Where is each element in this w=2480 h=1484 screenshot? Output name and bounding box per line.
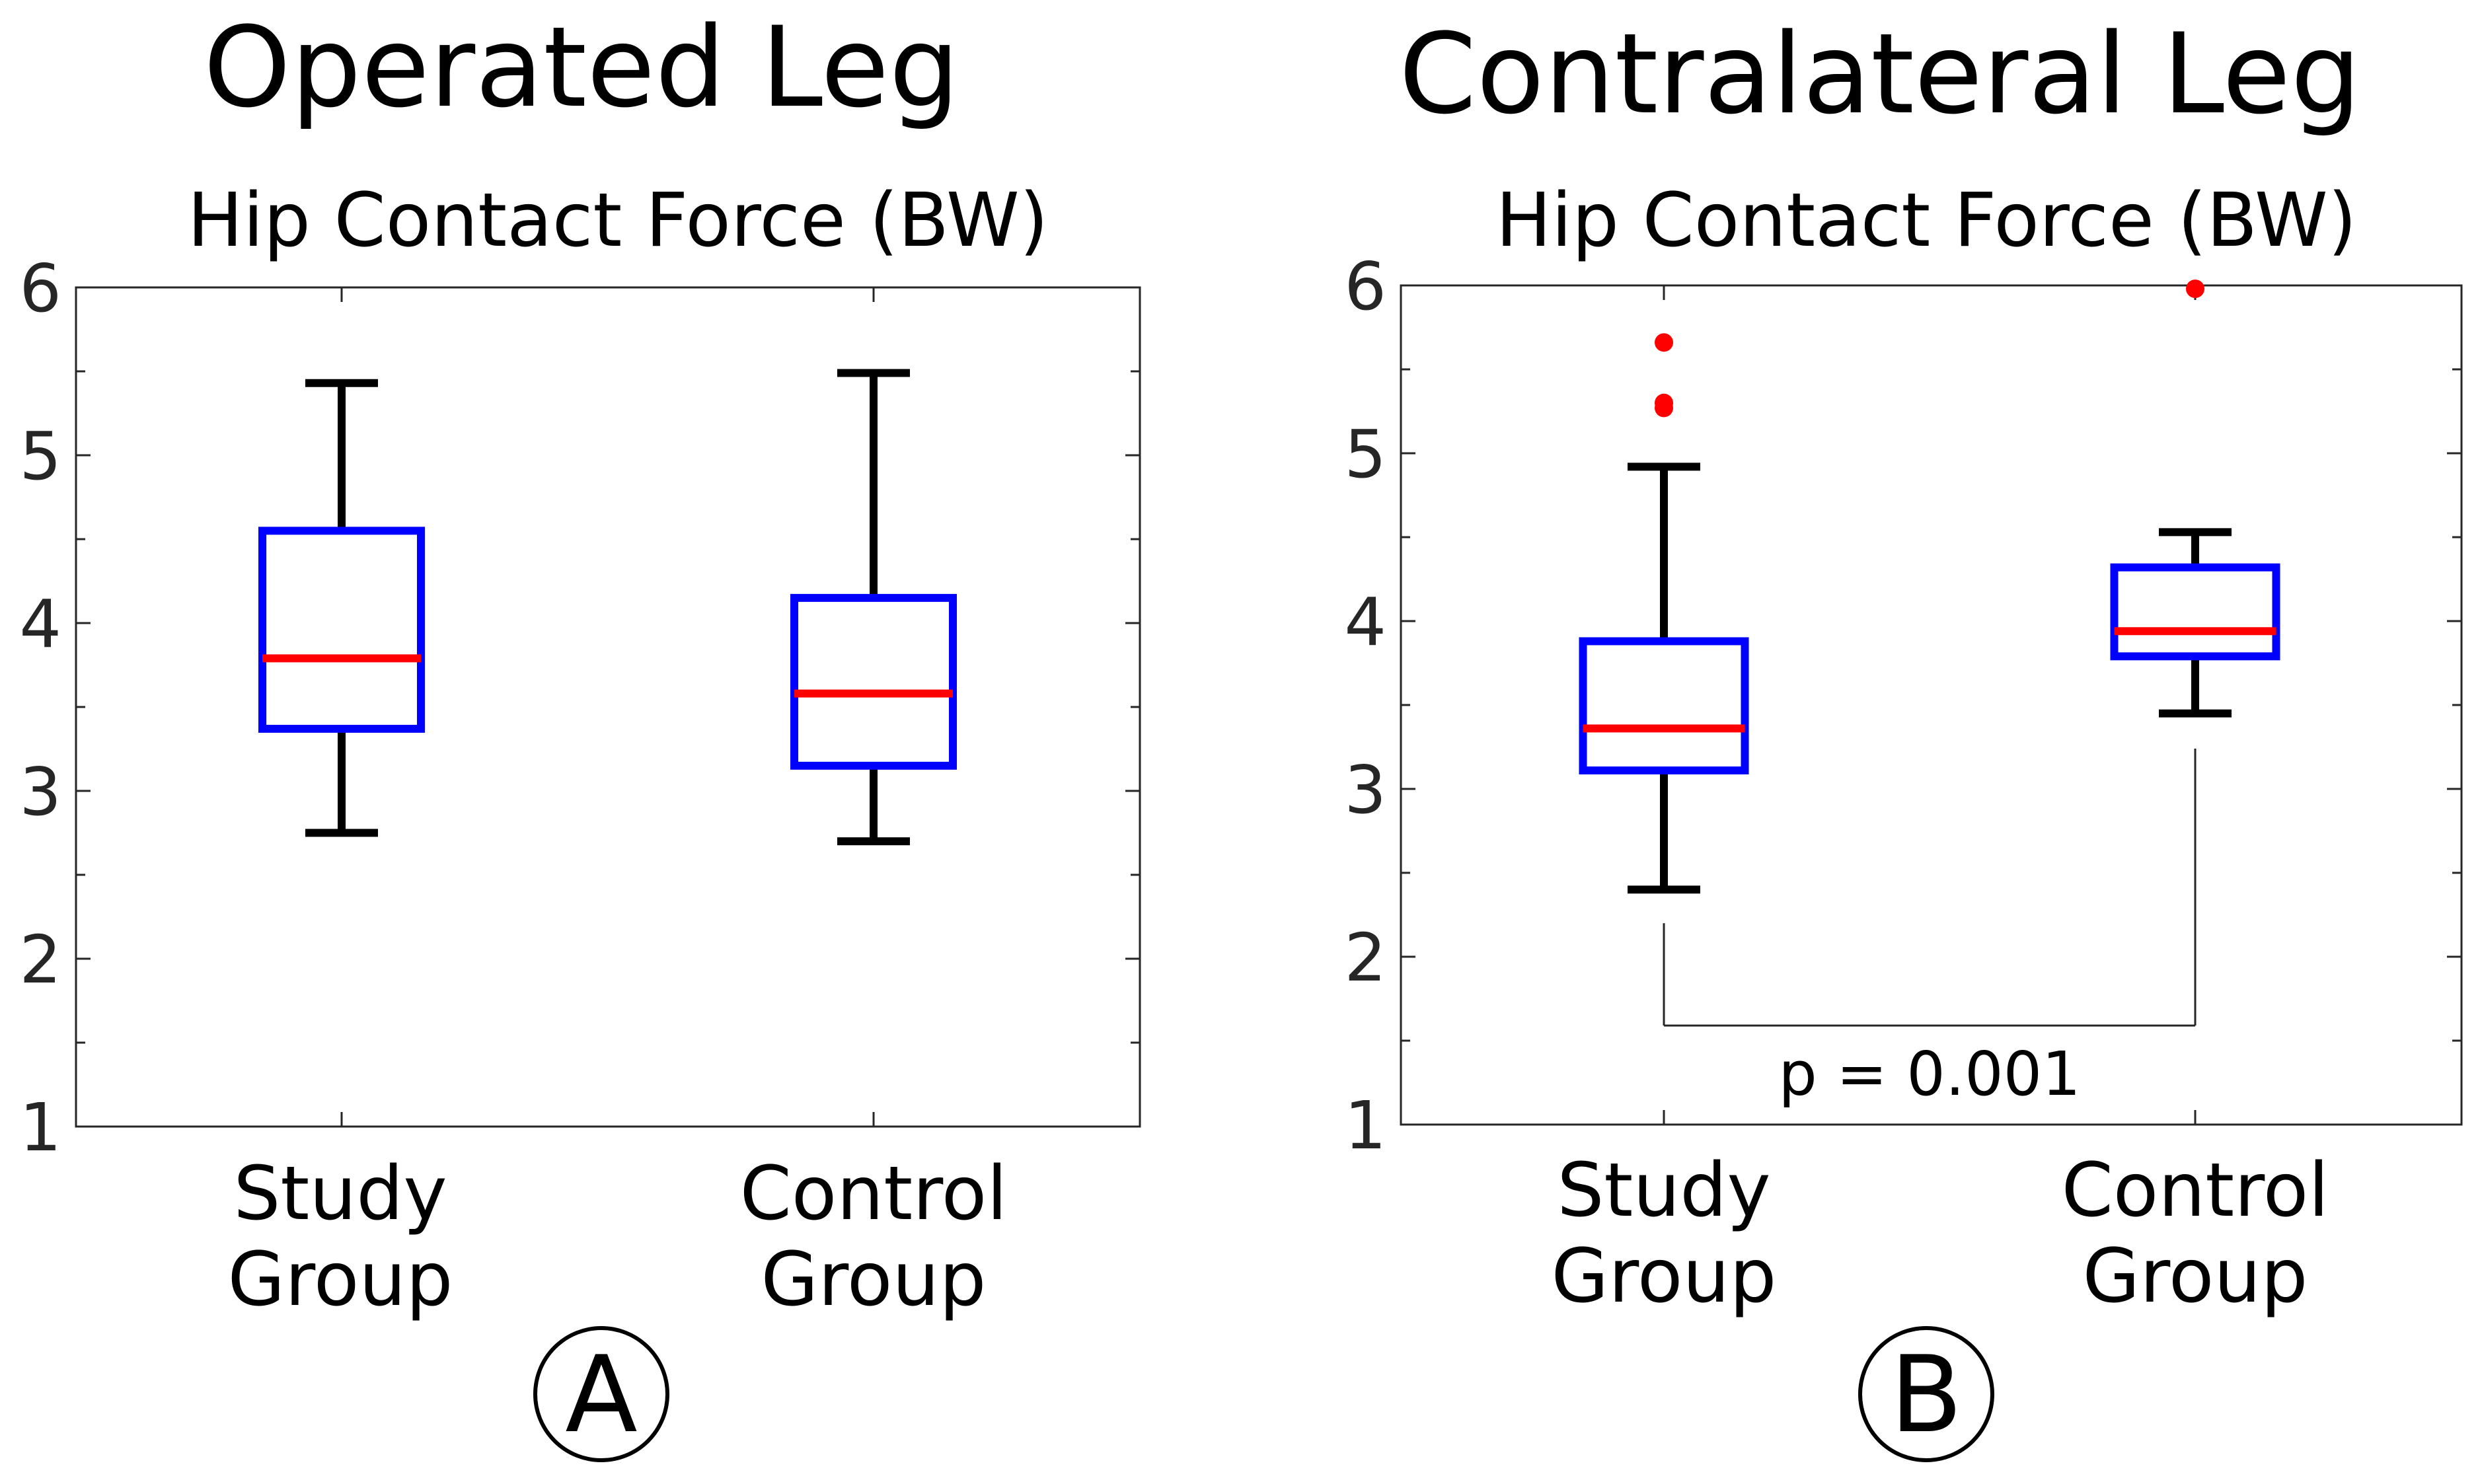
panel-b-ytick-label-4: 4	[1344, 583, 1386, 661]
panel-b-ytick-label-2: 2	[1344, 919, 1386, 996]
panel-b-letter-circle	[1858, 1326, 1994, 1462]
panel-a-title: Operated Leg	[204, 3, 959, 132]
panel-a-study-box	[258, 527, 425, 733]
panel-b-title: Contralateral Leg	[1399, 9, 2361, 139]
panel-a-axes-frame	[75, 286, 1141, 1128]
panel-a-category-label-control-line1: Control	[740, 1151, 1008, 1237]
panel-b-significance-label: p = 0.001	[1778, 1039, 2080, 1109]
panel-b-ytick-label-3: 3	[1344, 751, 1386, 829]
panel-b-category-label-study-line1: Study	[1557, 1148, 1770, 1234]
panel-b-study-outlier-0	[1655, 333, 1673, 352]
panel-b-ytick-label-6: 6	[1344, 248, 1386, 325]
panel-a-letter: A	[565, 1333, 637, 1456]
panel-b-control-box	[2110, 563, 2280, 661]
panel-a-category-label-control-line2: Group	[761, 1237, 987, 1323]
panel-b-chart-title: Hip Contact Force (BW)	[1496, 178, 2357, 264]
panel-b-category-label-control-line1: Control	[2062, 1148, 2329, 1234]
panel-a-ytick-label-6: 6	[19, 250, 61, 327]
panel-a-letter-circle	[533, 1326, 669, 1462]
panel-b-control-outlier-0	[2186, 279, 2204, 299]
panel-b-ytick-label-1: 1	[1344, 1087, 1386, 1164]
panel-a-category-label-study-line2: Group	[228, 1237, 453, 1323]
panel-a-category-label-study-line1: Study	[233, 1151, 447, 1237]
panel-a-ytick-label-1: 1	[19, 1089, 61, 1166]
panel-a-ytick-label-5: 5	[19, 418, 61, 495]
panel-a-control-box	[790, 593, 957, 770]
panel-b-study-outlier-2	[1655, 398, 1673, 418]
panel-a-chart-title: Hip Contact Force (BW)	[188, 178, 1049, 264]
panel-a-ytick-label-4: 4	[19, 585, 61, 663]
panel-b-category-label-control-line2: Group	[2083, 1234, 2308, 1319]
panel-b-letter: B	[1890, 1333, 1963, 1456]
panel-b-ytick-label-5: 5	[1344, 416, 1386, 493]
panel-b-study-box	[1579, 637, 1749, 775]
panel-a-ytick-label-2: 2	[19, 921, 61, 998]
panel-b-axes-frame	[1400, 284, 2463, 1126]
panel-a-ytick-label-3: 3	[19, 753, 61, 831]
panel-b-category-label-study-line2: Group	[1552, 1234, 1777, 1319]
